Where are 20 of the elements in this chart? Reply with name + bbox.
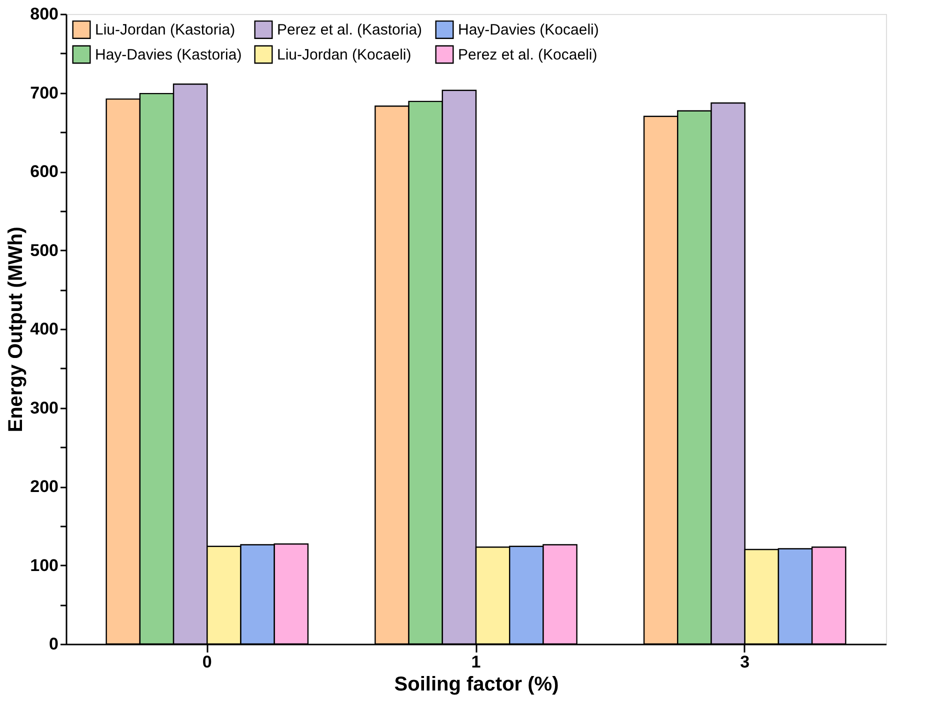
legend-label: Liu-Jordan (Kocaeli): [277, 46, 412, 64]
y-tick-label: 0: [49, 634, 58, 654]
y-axis-title: Energy Output (MWh): [5, 226, 28, 432]
y-tick-label: 600: [30, 162, 58, 181]
y-tick-label: 100: [30, 556, 58, 575]
legend-label: Perez et al. (Kastoria): [277, 22, 422, 39]
y-tick-label: 400: [30, 320, 58, 338]
x-tick-label: 1: [471, 652, 481, 672]
y-tick-label: 800: [30, 4, 58, 24]
y-tick-label: 700: [30, 83, 58, 102]
legend-label: Hay-Davies (Kocaeli): [458, 22, 599, 39]
x-tick-label: 0: [202, 652, 212, 672]
x-tick-label: 3: [740, 652, 750, 672]
y-tick-label: 200: [30, 477, 58, 496]
y-tick-label: 300: [30, 398, 58, 418]
y-tick-label: 500: [30, 240, 58, 260]
x-axis-title: Soiling factor (%): [394, 674, 559, 696]
legend-label: Liu-Jordan (Kastoria): [95, 22, 236, 39]
legend-label: Hay-Davies (Kastoria): [95, 46, 242, 64]
legend-label: Perez et al. (Kocaeli): [458, 46, 598, 64]
